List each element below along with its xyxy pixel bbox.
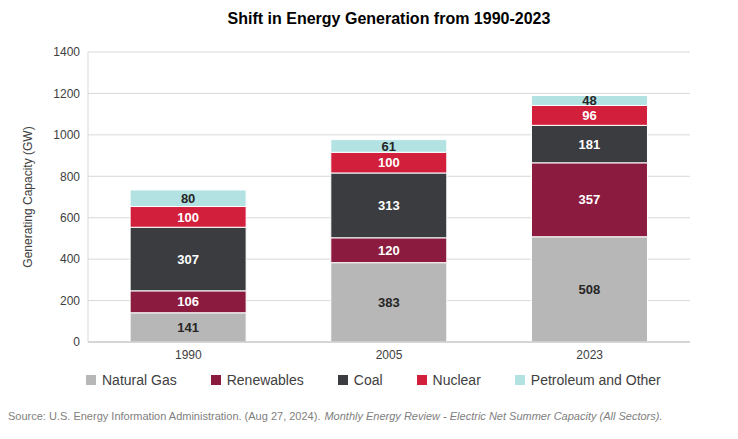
html-text:Nuclear: Nuclear	[432, 372, 481, 388]
svg-text:400: 400	[60, 252, 80, 266]
svg-text:106: 106	[177, 294, 199, 309]
svg-text:1000: 1000	[53, 128, 80, 142]
svg-text:357: 357	[579, 192, 601, 207]
svg-text:307: 307	[177, 252, 199, 267]
svg-text:600: 600	[60, 211, 80, 225]
svg-text:96: 96	[582, 108, 596, 123]
svg-text:508: 508	[579, 282, 601, 297]
html-text:Source: U.S. Energy Informatio: Source: U.S. Energy Information Administ…	[8, 410, 663, 422]
svg-text:800: 800	[60, 170, 80, 184]
html-text:Coal: Coal	[353, 372, 383, 388]
html-text:Shift in Energy Generation fro: Shift in Energy Generation from 1990-202…	[227, 10, 551, 27]
svg-text:313: 313	[378, 198, 400, 213]
svg-text:383: 383	[378, 295, 400, 310]
html-text:Petroleum and Other: Petroleum and Other	[530, 372, 661, 388]
svg-text:120: 120	[378, 243, 400, 258]
svg-text:100: 100	[177, 210, 199, 225]
svg-text:48: 48	[582, 93, 596, 108]
svg-text:100: 100	[378, 155, 400, 170]
svg-text:80: 80	[181, 191, 195, 206]
svg-text:1200: 1200	[53, 87, 80, 101]
svg-text:200: 200	[60, 294, 80, 308]
svg-text:Generating Capacity (GW): Generating Capacity (GW)	[21, 126, 35, 267]
svg-text:2023: 2023	[576, 348, 603, 362]
svg-text:1990: 1990	[175, 348, 202, 362]
svg-text:0: 0	[73, 335, 80, 349]
svg-text:141: 141	[177, 320, 199, 335]
svg-text:181: 181	[579, 137, 601, 152]
svg-text:1400: 1400	[53, 45, 80, 59]
svg-text:2005: 2005	[376, 348, 403, 362]
html-text:Renewables: Renewables	[226, 372, 304, 388]
svg-text:61: 61	[382, 139, 396, 154]
html-text:Natural Gas: Natural Gas	[102, 372, 177, 388]
